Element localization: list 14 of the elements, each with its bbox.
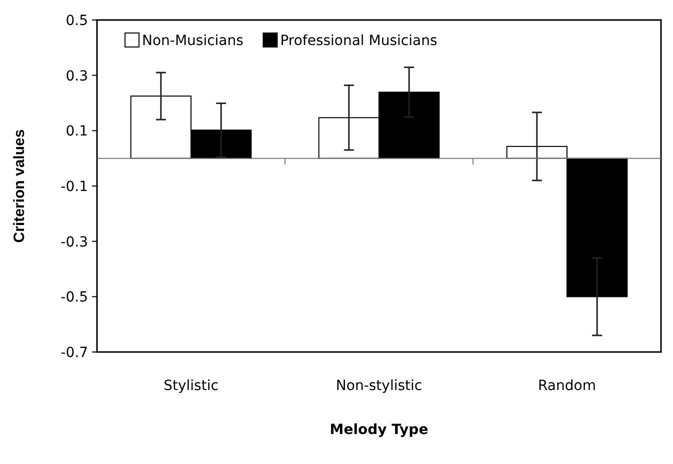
y-tick-label: 0.1: [66, 124, 88, 140]
y-tick-label: -0.1: [60, 179, 88, 195]
x-axis-title: Melody Type: [330, 422, 428, 438]
y-axis-title: Criterion values: [11, 129, 28, 243]
y-tick-label: -0.3: [60, 234, 88, 250]
y-tick-label: -0.5: [60, 290, 88, 306]
x-tick-label: Random: [538, 378, 596, 394]
x-tick-label: Non-stylistic: [336, 378, 422, 394]
y-tick-label: 0.3: [66, 68, 88, 84]
y-tick-label: -0.7: [60, 345, 88, 361]
x-tick-label: Stylistic: [164, 378, 218, 394]
legend-label: Professional Musicians: [280, 33, 438, 49]
y-tick-label: 0.5: [66, 13, 88, 29]
legend-label: Non-Musicians: [142, 33, 244, 49]
